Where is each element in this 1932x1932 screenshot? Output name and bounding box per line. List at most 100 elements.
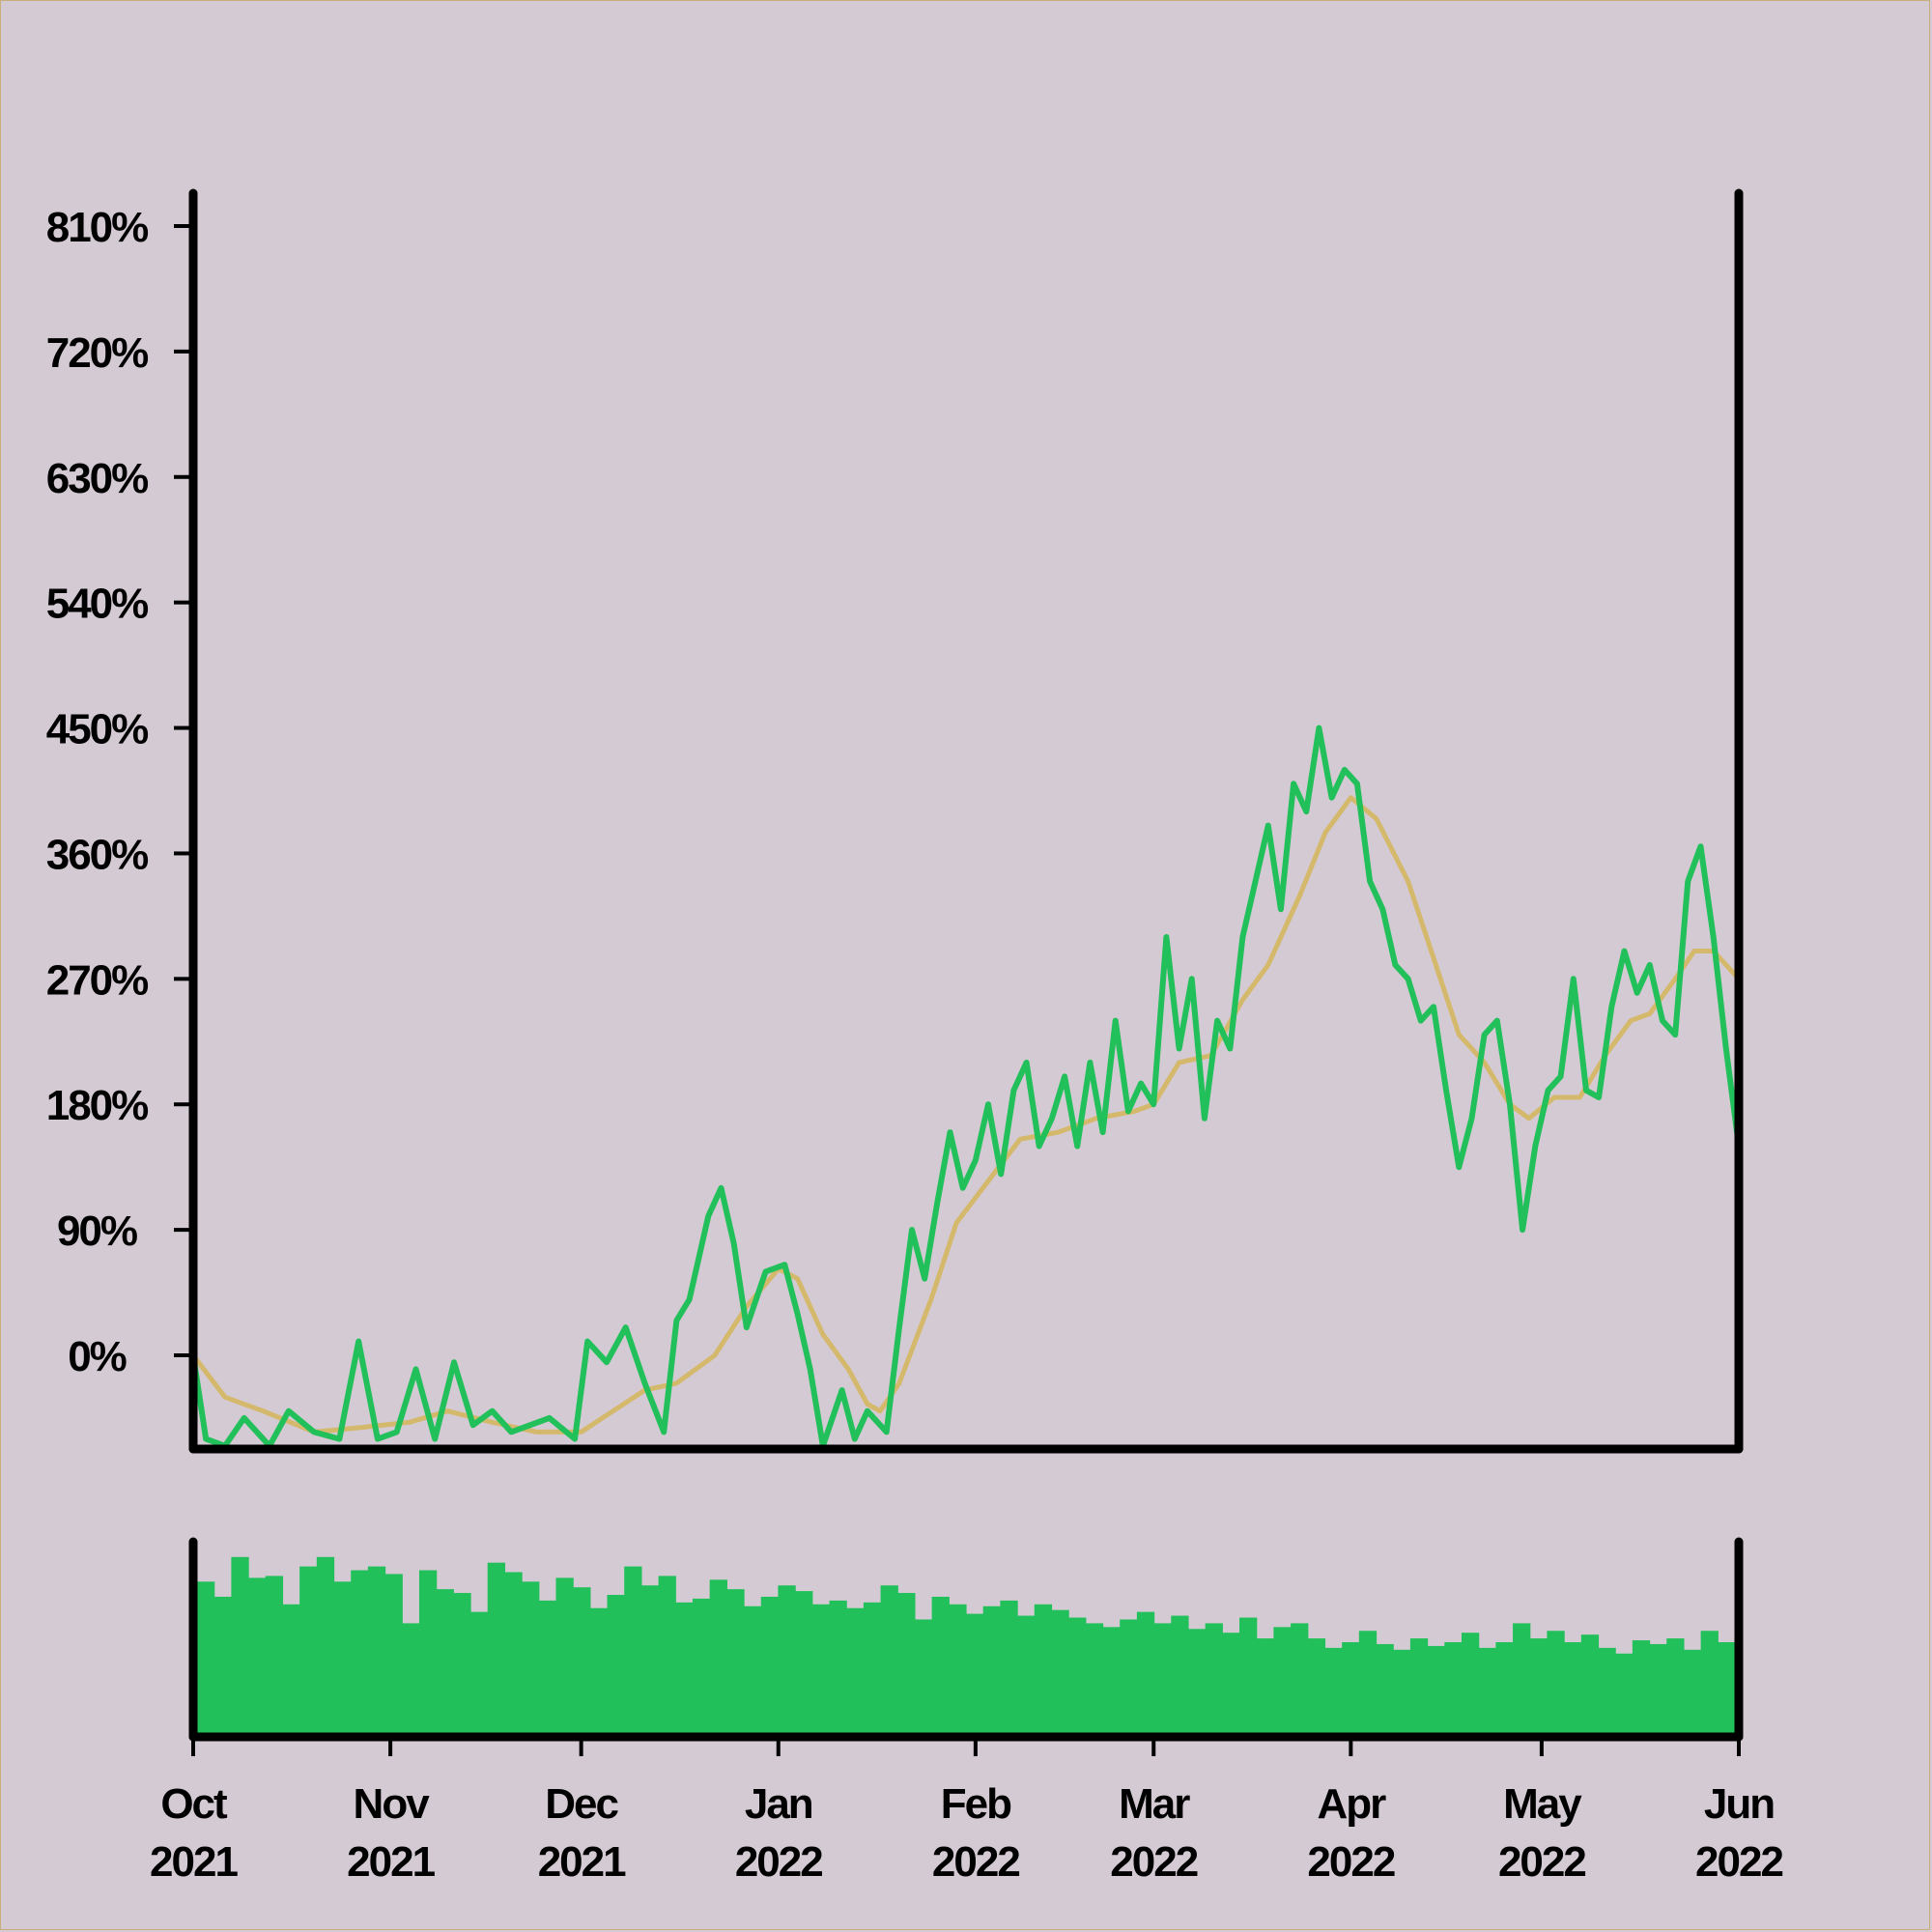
volume-bar xyxy=(367,1566,386,1737)
volume-bar xyxy=(1120,1619,1138,1737)
y-tick-label: 180% xyxy=(46,1082,148,1129)
volume-bar xyxy=(1478,1647,1496,1737)
volume-panel: Oct 2021 Nov 2021 Dec 2021 Jan 2022 Feb 2022 Mar 20… xyxy=(150,1537,1784,1886)
volume-bar xyxy=(1513,1623,1531,1737)
volume-bar xyxy=(1547,1631,1565,1737)
volume-bar xyxy=(966,1613,984,1737)
volume-bar xyxy=(880,1585,898,1737)
y-tick-label: 540% xyxy=(46,581,148,628)
volume-bar xyxy=(1273,1627,1292,1737)
volume-bar xyxy=(487,1562,505,1737)
volume-bar xyxy=(265,1576,284,1737)
volume-bar xyxy=(846,1607,865,1737)
volume-bar xyxy=(863,1602,882,1737)
volume-bar xyxy=(811,1604,831,1737)
x-tick-label-month: Apr xyxy=(1317,1780,1386,1828)
volume-bar xyxy=(1291,1623,1309,1737)
volume-bar xyxy=(1649,1643,1667,1737)
y-tick-label: 90% xyxy=(57,1208,137,1255)
x-tick-label-month: Feb xyxy=(941,1780,1011,1828)
x-tick-label-year: 2021 xyxy=(150,1838,238,1886)
volume-bar xyxy=(1358,1631,1378,1737)
x-tick-label-year: 2021 xyxy=(347,1838,435,1886)
volume-bar xyxy=(1136,1611,1155,1737)
x-tick-label-month: Nov xyxy=(354,1780,431,1828)
volume-bar xyxy=(1615,1653,1634,1737)
volume-bar xyxy=(1529,1638,1548,1737)
volume-bar xyxy=(1683,1649,1702,1737)
volume-bar xyxy=(1000,1600,1018,1737)
volume-bar xyxy=(1034,1604,1053,1737)
volume-bar xyxy=(607,1595,625,1737)
volume-bar xyxy=(522,1581,540,1737)
volume-bar xyxy=(1239,1617,1258,1737)
volume-bar xyxy=(709,1579,727,1737)
volume-bar xyxy=(1580,1634,1600,1737)
volume-bar xyxy=(1256,1638,1274,1737)
price-line-layer xyxy=(193,724,1739,1445)
volume-bar xyxy=(402,1623,420,1737)
volume-bar xyxy=(299,1566,318,1737)
x-axis-ticks: Oct 2021 Nov 2021 Dec 2021 Jan 2022 Feb 2022 Mar 20… xyxy=(150,1741,1784,1886)
volume-bar xyxy=(1393,1649,1411,1737)
moving-average-layer xyxy=(193,795,1739,1435)
volume-bars xyxy=(197,1556,1736,1737)
volume-bar xyxy=(231,1556,249,1737)
volume-bar xyxy=(1307,1638,1326,1737)
x-tick-label-year: 2022 xyxy=(1307,1838,1394,1886)
x-tick-label-year: 2022 xyxy=(735,1838,822,1886)
price-axes xyxy=(188,188,1744,1454)
x-tick-label-year: 2022 xyxy=(1110,1838,1197,1886)
volume-bar xyxy=(1017,1615,1036,1737)
volume-bar xyxy=(1222,1633,1240,1737)
volume-bar xyxy=(1409,1638,1429,1737)
volume-bar xyxy=(453,1593,471,1737)
volume-bar xyxy=(675,1602,694,1737)
x-tick-label-month: Oct xyxy=(160,1780,228,1828)
volume-bar xyxy=(282,1604,300,1737)
volume-bar xyxy=(504,1572,523,1737)
volume-bar xyxy=(1102,1627,1121,1737)
moving-average-line xyxy=(193,795,1739,1435)
volume-bar xyxy=(1564,1642,1582,1737)
volume-bar xyxy=(1324,1647,1343,1737)
x-tick-label-year: 2022 xyxy=(1695,1838,1782,1886)
y-tick-label: 270% xyxy=(46,956,148,1004)
volume-bar xyxy=(1427,1645,1445,1737)
price-panel: 0% 90% 180% 270% 360% 450% 540% 630% 720% 810% xyxy=(46,188,1744,1454)
x-tick-label-month: Jun xyxy=(1704,1780,1774,1828)
volume-bar xyxy=(1718,1642,1736,1737)
volume-bar xyxy=(1153,1623,1172,1737)
volume-axes xyxy=(188,1537,1744,1742)
volume-bar xyxy=(1461,1633,1480,1737)
volume-bar xyxy=(589,1607,609,1737)
volume-bar xyxy=(982,1605,1001,1737)
volume-bar xyxy=(1376,1643,1394,1737)
volume-bar xyxy=(624,1566,642,1737)
volume-bar xyxy=(1342,1642,1360,1737)
volume-bar xyxy=(640,1585,660,1737)
volume-bar xyxy=(692,1598,711,1737)
volume-bar xyxy=(1598,1647,1616,1737)
volume-bar xyxy=(949,1604,967,1737)
volume-bar xyxy=(1632,1640,1651,1737)
x-tick-label-year: 2022 xyxy=(932,1838,1019,1886)
volume-bar xyxy=(573,1587,591,1737)
volume-bar xyxy=(1171,1615,1189,1737)
y-tick-label: 0% xyxy=(68,1333,126,1380)
y-tick-label: 810% xyxy=(46,204,148,251)
volume-bar xyxy=(248,1577,267,1737)
volume-bar xyxy=(931,1596,950,1737)
volume-bar xyxy=(418,1570,438,1737)
volume-bar xyxy=(538,1600,557,1737)
y-axis-ticks: 0% 90% 180% 270% 360% 450% 540% 630% 720% 810% xyxy=(46,204,189,1380)
volume-bar xyxy=(1495,1642,1514,1737)
volume-bar xyxy=(1700,1631,1719,1737)
volume-bar xyxy=(778,1585,796,1737)
volume-bar xyxy=(316,1556,335,1737)
volume-bar xyxy=(658,1576,676,1737)
volume-bar xyxy=(213,1596,232,1737)
y-tick-label: 360% xyxy=(46,831,148,878)
volume-bar xyxy=(197,1581,215,1737)
